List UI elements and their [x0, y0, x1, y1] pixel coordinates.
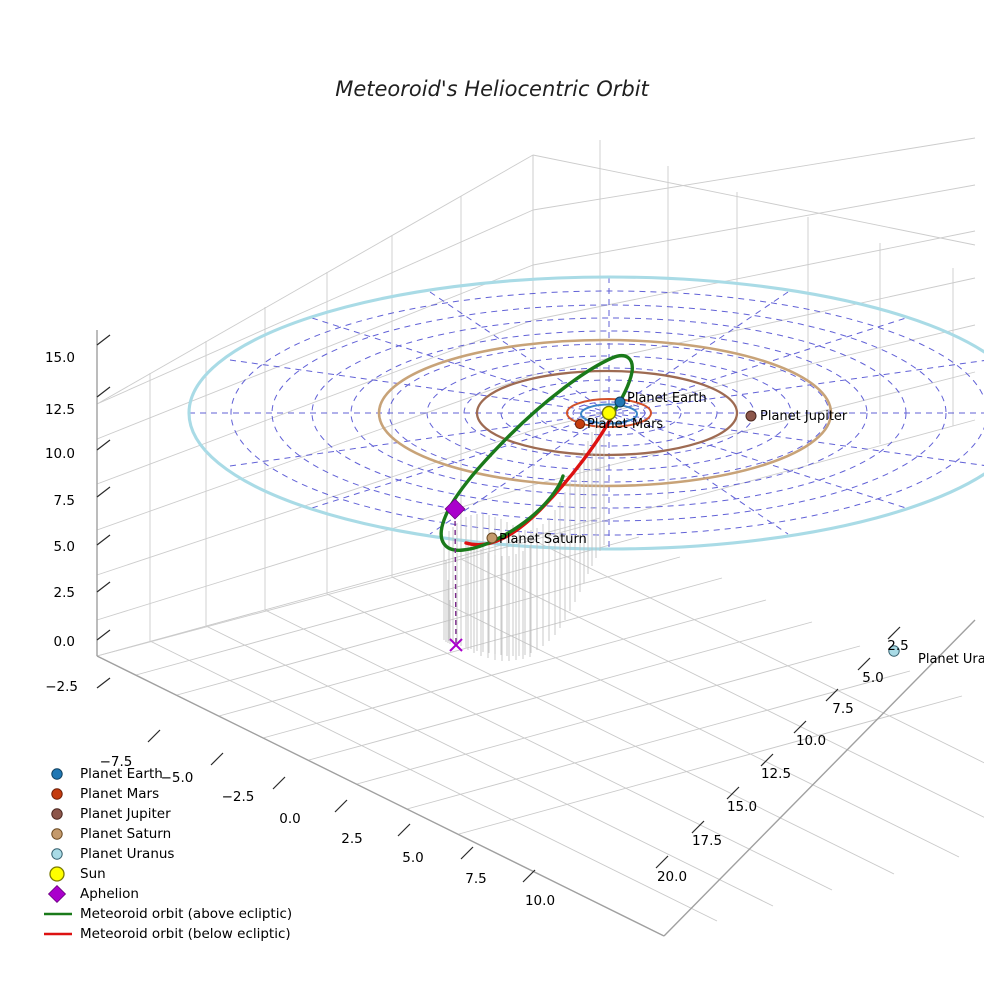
- legend-item-planet-earth[interactable]: Planet Earth: [51, 766, 163, 782]
- legend-marker-circle-icon: [51, 788, 63, 800]
- x-tick: −5.0: [161, 770, 194, 786]
- legend-label: Aphelion: [80, 886, 139, 902]
- y-tick: 2.5: [887, 638, 908, 654]
- x-tick: 10.0: [525, 893, 555, 909]
- legend-label: Planet Saturn: [80, 826, 171, 842]
- meteoroid-orbit-above-ecliptic: [439, 353, 634, 552]
- axes-pane-grid: [96, 137, 984, 937]
- polar-circle-9: [271, 304, 947, 522]
- orbit-mars: [566, 398, 652, 428]
- x-tick: 2.5: [341, 831, 362, 847]
- z-tick: 5.0: [54, 539, 75, 555]
- z-axis-tick-labels: 15.0 12.5 10.0 7.5 5.0 2.5 0.0 −2.5: [45, 350, 78, 695]
- legend-label: Meteoroid orbit (below ecliptic): [80, 926, 291, 942]
- z-tick: 0.0: [54, 634, 75, 650]
- aphelion-drop-line: [454, 511, 457, 645]
- planet-annotations: Planet Earth Planet Mars Planet Jupiter …: [499, 391, 984, 667]
- y-tick: 17.5: [692, 833, 722, 849]
- y-tick: 10.0: [796, 733, 826, 749]
- y-axis-spine: [663, 619, 976, 937]
- z-tick: 15.0: [45, 350, 75, 366]
- legend-label: Planet Uranus: [80, 846, 174, 862]
- x-tick: 0.0: [279, 811, 300, 827]
- annotation-planet-saturn: Planet Saturn: [499, 532, 587, 547]
- floor-grid-x: [96, 539, 984, 937]
- orbit-uranus: [187, 275, 984, 551]
- annotation-planet-earth: Planet Earth: [627, 391, 707, 406]
- marker-mars: [574, 418, 586, 430]
- x-ticks: [147, 729, 536, 883]
- legend-label: Meteoroid orbit (above ecliptic): [80, 906, 292, 922]
- legend-item-sun[interactable]: Sun: [49, 866, 106, 882]
- annotation-planet-uranus: Planet Uranus: [918, 652, 984, 667]
- y-tick: 20.0: [657, 869, 687, 885]
- annotation-planet-mars: Planet Mars: [587, 417, 663, 432]
- y-tick: 7.5: [832, 701, 853, 717]
- marker-uranus: [888, 645, 900, 657]
- legend-marker-sun-icon: [49, 866, 65, 882]
- legend-label: Planet Mars: [80, 786, 159, 802]
- x-axis-tick-labels: −7.5 −5.0 −2.5 0.0 2.5 5.0 7.5 10.0: [100, 754, 555, 909]
- z-tick: 12.5: [45, 402, 75, 418]
- legend-item-planet-jupiter[interactable]: Planet Jupiter: [51, 806, 171, 822]
- axis-tick-marks: [96, 334, 901, 883]
- legend-label: Planet Jupiter: [80, 806, 171, 822]
- z-ticks: [96, 334, 111, 689]
- legend-item-planet-saturn[interactable]: Planet Saturn: [51, 826, 171, 842]
- z-tick: 10.0: [45, 446, 75, 462]
- legend-marker-circle-icon: [51, 768, 63, 780]
- meteoroid-orbit-below-ecliptic: [464, 412, 615, 547]
- legend-marker-circle-icon: [51, 808, 63, 820]
- aphelion-marker: [444, 498, 466, 520]
- annotation-planet-jupiter: Planet Jupiter: [760, 409, 848, 424]
- z-tick: 2.5: [54, 585, 75, 601]
- orbit-projection-stems: [443, 413, 605, 661]
- legend-marker-circle-icon: [51, 828, 63, 840]
- x-tick: −7.5: [100, 754, 133, 770]
- z-tick: 7.5: [54, 493, 75, 509]
- legend-label: Planet Earth: [80, 766, 163, 782]
- marker-jupiter: [745, 410, 757, 422]
- orbit-jupiter: [475, 369, 739, 457]
- floor-grid-y: [96, 517, 963, 835]
- legend-marker-circle-icon: [51, 848, 63, 860]
- orbit-saturn: [377, 338, 833, 488]
- legend-item-planet-mars[interactable]: Planet Mars: [51, 786, 159, 802]
- y-axis-tick-labels: 2.5 5.0 7.5 10.0 12.5 15.0 17.5 20.0: [657, 638, 909, 885]
- polar-circle-7: [350, 330, 868, 496]
- legend-marker-diamond-icon: [47, 884, 67, 904]
- axis-spines: [96, 330, 976, 937]
- x-axis-spine: [96, 655, 665, 937]
- z-tick: −2.5: [45, 679, 78, 695]
- y-ticks: [655, 626, 901, 869]
- wall-right-grid: [532, 137, 976, 541]
- legend-item-meteoroid-above[interactable]: Meteoroid orbit (above ecliptic): [44, 906, 292, 922]
- x-tick: 5.0: [402, 850, 423, 866]
- marker-earth: [614, 396, 626, 408]
- legend-item-planet-uranus[interactable]: Planet Uranus: [51, 846, 175, 862]
- marker-saturn: [486, 532, 498, 544]
- x-tick: −2.5: [222, 789, 255, 805]
- legend-item-meteoroid-below[interactable]: Meteoroid orbit (below ecliptic): [44, 926, 291, 942]
- aphelion-projection-cross: [449, 638, 463, 652]
- legend: Planet Earth Planet Mars Planet Jupiter …: [44, 766, 292, 942]
- y-tick: 5.0: [862, 670, 883, 686]
- legend-label: Sun: [80, 866, 106, 882]
- y-tick: 12.5: [761, 766, 791, 782]
- y-tick: 15.0: [727, 799, 757, 815]
- marker-sun: [601, 405, 617, 421]
- chart-title: Meteoroid's Heliocentric Orbit: [335, 77, 649, 101]
- x-tick: 7.5: [465, 871, 486, 887]
- legend-item-aphelion[interactable]: Aphelion: [47, 884, 139, 904]
